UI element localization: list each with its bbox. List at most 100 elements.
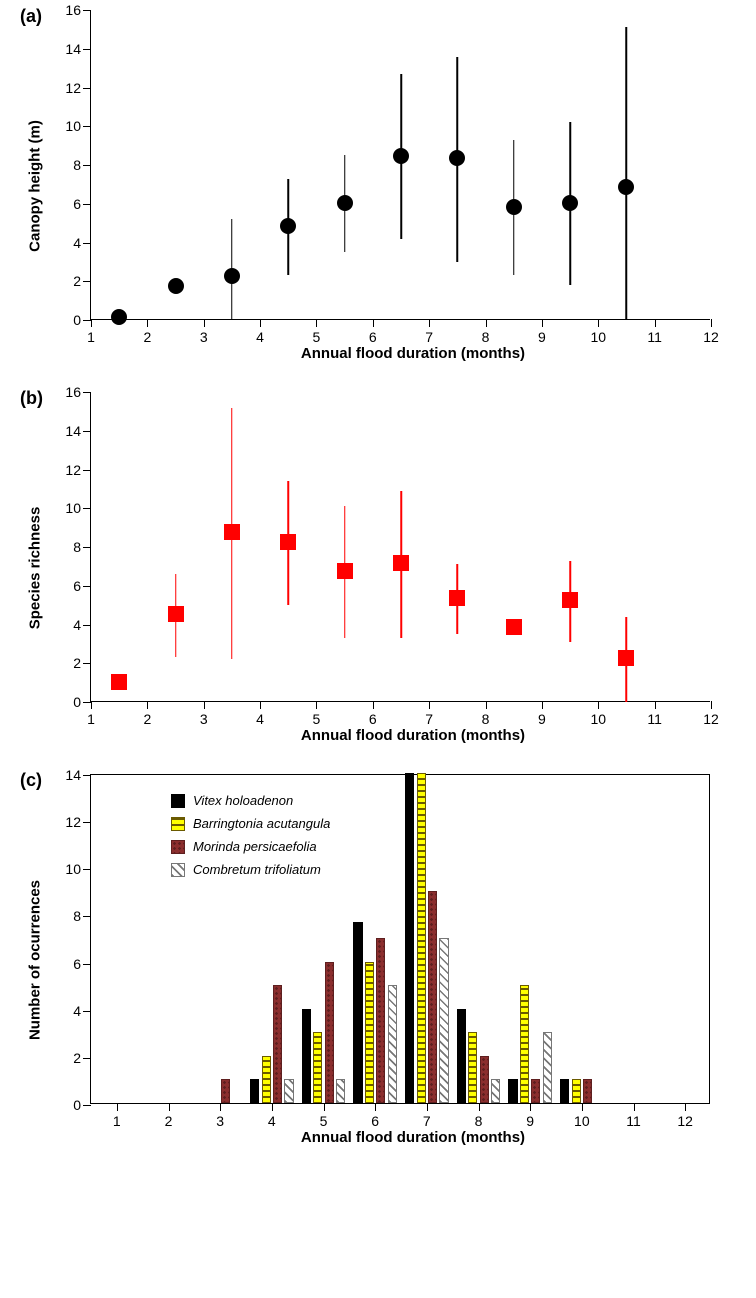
x-tick bbox=[375, 1103, 376, 1111]
y-tick bbox=[83, 822, 91, 823]
x-tick bbox=[479, 1103, 480, 1111]
y-tick bbox=[83, 320, 91, 321]
x-tick-label: 9 bbox=[538, 329, 546, 345]
y-tick bbox=[83, 508, 91, 509]
data-point bbox=[449, 590, 465, 606]
x-tick-label: 4 bbox=[268, 1113, 276, 1129]
bar bbox=[428, 891, 437, 1103]
y-tick bbox=[83, 1058, 91, 1059]
y-tick-label: 2 bbox=[73, 655, 81, 671]
x-tick bbox=[91, 319, 92, 327]
x-tick bbox=[427, 1103, 428, 1111]
bar bbox=[313, 1032, 322, 1103]
y-tick-label: 12 bbox=[65, 462, 81, 478]
y-tick bbox=[83, 869, 91, 870]
data-point bbox=[506, 619, 522, 635]
y-tick-label: 16 bbox=[65, 384, 81, 400]
data-point bbox=[618, 179, 634, 195]
data-point bbox=[337, 195, 353, 211]
legend-label: Combretum trifoliatum bbox=[193, 862, 321, 877]
x-tick-label: 1 bbox=[87, 711, 95, 727]
x-tick-label: 1 bbox=[113, 1113, 121, 1129]
bar bbox=[491, 1079, 500, 1103]
x-tick bbox=[685, 1103, 686, 1111]
y-tick-label: 6 bbox=[73, 196, 81, 212]
bar bbox=[284, 1079, 293, 1103]
x-tick bbox=[486, 319, 487, 327]
bar bbox=[417, 773, 426, 1103]
x-tick-label: 7 bbox=[425, 329, 433, 345]
x-tick-label: 6 bbox=[371, 1113, 379, 1129]
bar bbox=[221, 1079, 230, 1103]
x-tick bbox=[147, 319, 148, 327]
x-tick-label: 10 bbox=[590, 711, 606, 727]
data-point bbox=[168, 278, 184, 294]
panel-c: (c) 02468101214123456789101112Vitex holo… bbox=[20, 774, 736, 1146]
x-tick-label: 11 bbox=[647, 711, 662, 727]
bar bbox=[560, 1079, 569, 1103]
bar bbox=[250, 1079, 259, 1103]
y-tick bbox=[83, 431, 91, 432]
x-tick-label: 12 bbox=[703, 329, 719, 345]
x-tick bbox=[204, 701, 205, 709]
y-tick-label: 0 bbox=[73, 694, 81, 710]
data-point bbox=[393, 555, 409, 571]
y-tick-label: 0 bbox=[73, 312, 81, 328]
bar bbox=[572, 1079, 581, 1103]
bar bbox=[302, 1009, 311, 1103]
x-tick bbox=[711, 319, 712, 327]
x-tick-label: 4 bbox=[256, 329, 264, 345]
panel-a-ylabel: Canopy height (m) bbox=[27, 120, 44, 252]
y-tick bbox=[83, 916, 91, 917]
x-tick bbox=[117, 1103, 118, 1111]
y-tick-label: 10 bbox=[65, 118, 81, 134]
panel-b-label: (b) bbox=[20, 388, 43, 409]
y-tick bbox=[83, 281, 91, 282]
x-tick-label: 2 bbox=[143, 711, 151, 727]
x-tick bbox=[91, 701, 92, 709]
bar bbox=[325, 962, 334, 1103]
legend-item: Combretum trifoliatum bbox=[171, 862, 330, 877]
y-tick-label: 6 bbox=[73, 578, 81, 594]
x-tick-label: 12 bbox=[677, 1113, 693, 1129]
bar bbox=[388, 985, 397, 1103]
x-tick bbox=[634, 1103, 635, 1111]
panel-c-label: (c) bbox=[20, 770, 42, 791]
error-bar bbox=[626, 27, 628, 320]
legend-item: Vitex holoadenon bbox=[171, 793, 330, 808]
x-tick bbox=[655, 701, 656, 709]
y-tick-label: 14 bbox=[65, 423, 81, 439]
bar bbox=[508, 1079, 517, 1103]
bar bbox=[439, 938, 448, 1103]
y-tick-label: 14 bbox=[65, 767, 81, 783]
data-point bbox=[562, 195, 578, 211]
y-tick-label: 10 bbox=[65, 861, 81, 877]
x-tick-label: 3 bbox=[200, 711, 208, 727]
x-tick-label: 6 bbox=[369, 711, 377, 727]
x-tick bbox=[373, 319, 374, 327]
x-tick bbox=[655, 319, 656, 327]
bar bbox=[376, 938, 385, 1103]
y-tick bbox=[83, 964, 91, 965]
y-tick bbox=[83, 392, 91, 393]
x-tick-label: 8 bbox=[475, 1113, 483, 1129]
panel-c-plot-wrap: 02468101214123456789101112Vitex holoaden… bbox=[90, 774, 736, 1146]
y-tick bbox=[83, 88, 91, 89]
data-point bbox=[280, 218, 296, 234]
x-tick bbox=[324, 1103, 325, 1111]
x-tick-label: 7 bbox=[423, 1113, 431, 1129]
bar bbox=[583, 1079, 592, 1103]
y-tick bbox=[83, 204, 91, 205]
panel-c-xlabel: Annual flood duration (months) bbox=[90, 1129, 736, 1146]
bar bbox=[262, 1056, 271, 1103]
legend-label: Morinda persicaefolia bbox=[193, 839, 317, 854]
data-point bbox=[280, 534, 296, 550]
data-point bbox=[562, 592, 578, 608]
legend-item: Barringtonia acutangula bbox=[171, 816, 330, 831]
data-point bbox=[618, 650, 634, 666]
x-tick bbox=[598, 701, 599, 709]
x-tick-label: 5 bbox=[313, 329, 321, 345]
data-point bbox=[111, 309, 127, 325]
legend-swatch-icon bbox=[171, 863, 185, 877]
bar bbox=[531, 1079, 540, 1103]
